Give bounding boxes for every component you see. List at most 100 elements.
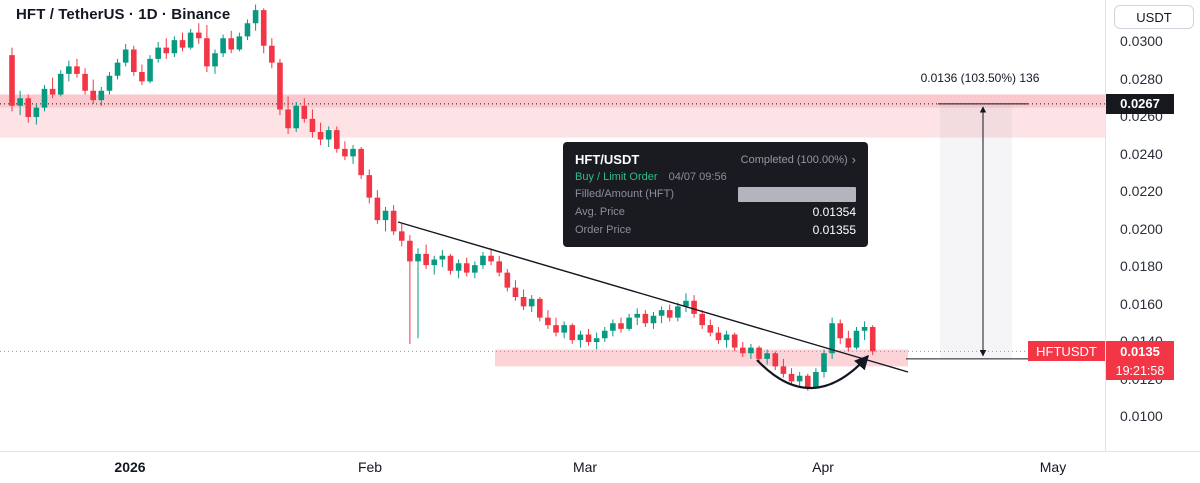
candle bbox=[309, 118, 316, 132]
popup-status[interactable]: Completed (100.00%) › bbox=[741, 153, 856, 166]
bar-countdown-badge: 19:21:58 bbox=[1106, 361, 1174, 381]
candle bbox=[415, 253, 421, 262]
candle bbox=[853, 330, 860, 348]
candle bbox=[561, 325, 567, 333]
price-axis-label: 0.0160 bbox=[1120, 295, 1163, 312]
candle bbox=[301, 105, 308, 119]
candle bbox=[447, 255, 454, 271]
candle bbox=[204, 38, 210, 67]
popup-pair-label: HFT/USDT bbox=[575, 152, 640, 167]
candle bbox=[569, 325, 576, 341]
last-price-symbol-badge: HFTUSDT bbox=[1028, 341, 1105, 362]
candle bbox=[634, 313, 641, 318]
candle bbox=[334, 130, 340, 149]
candle bbox=[748, 347, 754, 354]
candle bbox=[9, 55, 15, 106]
price-axis-label: 0.0280 bbox=[1120, 70, 1163, 87]
candle bbox=[139, 72, 145, 82]
candle bbox=[813, 372, 819, 387]
candle bbox=[122, 49, 129, 63]
price-axis[interactable]: USDT 0.0300 0.0280 0.0260 0.0240 0.0220 0.020… bbox=[1105, 0, 1200, 451]
support-zone[interactable] bbox=[495, 349, 908, 367]
resistance-lower-zone[interactable] bbox=[0, 107, 1105, 138]
candle bbox=[585, 334, 592, 342]
popup-avg-price-value: 0.01354 bbox=[812, 205, 856, 220]
candle bbox=[41, 88, 48, 108]
candle bbox=[707, 325, 714, 333]
candle bbox=[869, 327, 876, 352]
candle bbox=[642, 313, 649, 324]
candle bbox=[366, 175, 373, 198]
candle bbox=[269, 45, 275, 63]
candle bbox=[821, 353, 827, 372]
candle bbox=[382, 210, 389, 221]
candle bbox=[455, 263, 462, 271]
popup-status-text: Completed (100.00%) bbox=[740, 153, 848, 166]
candle bbox=[731, 334, 738, 348]
candle bbox=[407, 240, 413, 262]
candle bbox=[472, 265, 478, 273]
resistance-upper-zone[interactable] bbox=[0, 94, 1105, 108]
resistance-price-badge: 0.0267 bbox=[1106, 93, 1174, 114]
candle bbox=[179, 40, 186, 48]
candle bbox=[342, 148, 348, 157]
candle bbox=[350, 148, 356, 157]
candle bbox=[740, 347, 746, 354]
candle bbox=[374, 197, 381, 221]
candle bbox=[317, 132, 324, 140]
candle bbox=[683, 300, 689, 307]
candle bbox=[829, 323, 835, 354]
candle bbox=[431, 259, 438, 266]
candle bbox=[610, 323, 616, 331]
time-axis-label: Mar bbox=[572, 459, 598, 475]
measurement-label: 0.0136 (103.50%) 136 bbox=[921, 71, 1040, 85]
candle bbox=[74, 66, 80, 74]
candle bbox=[577, 334, 584, 341]
candle bbox=[537, 298, 543, 318]
candle bbox=[17, 98, 23, 106]
popup-filled-label: Filled/Amount (HFT) bbox=[575, 188, 675, 200]
candle bbox=[228, 38, 235, 50]
price-axis-label: 0.0200 bbox=[1120, 220, 1163, 237]
candle bbox=[277, 62, 283, 110]
price-axis-label: 0.0100 bbox=[1120, 408, 1163, 424]
measurement-shade[interactable] bbox=[940, 103, 1012, 359]
candle bbox=[691, 300, 697, 314]
candle bbox=[106, 75, 113, 91]
candle bbox=[155, 47, 161, 59]
popup-order-datetime: 04/07 09:56 bbox=[668, 170, 727, 183]
candle bbox=[780, 366, 787, 374]
popup-avg-price-label: Avg. Price bbox=[575, 206, 625, 219]
candle bbox=[398, 231, 405, 241]
candle bbox=[593, 338, 600, 342]
candle bbox=[131, 49, 137, 72]
candle bbox=[601, 330, 608, 339]
bounce-arrow[interactable] bbox=[756, 354, 869, 390]
candle bbox=[756, 347, 762, 359]
candle bbox=[220, 38, 226, 54]
candlestick-chart[interactable]: 0.0136 (103.50%) 136 bbox=[0, 0, 1105, 451]
chevron-right-icon: › bbox=[851, 152, 856, 167]
popup-order-price-label: Order Price bbox=[575, 224, 632, 236]
price-axis-label: 0.0180 bbox=[1120, 258, 1163, 274]
time-axis[interactable]: 2026 Feb Mar Apr May bbox=[0, 451, 1200, 483]
candle bbox=[98, 90, 105, 101]
trendline[interactable] bbox=[397, 221, 909, 373]
candle bbox=[618, 323, 624, 329]
time-axis-label: Feb bbox=[357, 459, 383, 475]
currency-toggle-button[interactable]: USDT bbox=[1114, 5, 1194, 29]
price-axis-label: 0.0300 bbox=[1120, 33, 1163, 49]
candle bbox=[650, 315, 657, 324]
candle bbox=[504, 272, 511, 288]
time-axis-label: 2026 bbox=[114, 459, 146, 475]
price-axis-label: 0.0220 bbox=[1120, 183, 1163, 199]
candle bbox=[423, 253, 429, 266]
candle bbox=[358, 148, 364, 176]
candle bbox=[512, 287, 519, 297]
price-axis-label: 0.0240 bbox=[1120, 145, 1163, 162]
candle bbox=[293, 105, 299, 129]
symbol-title[interactable]: HFT / TetherUS · 1D · Binance bbox=[16, 6, 231, 23]
candle bbox=[545, 317, 551, 326]
candle bbox=[845, 338, 852, 348]
